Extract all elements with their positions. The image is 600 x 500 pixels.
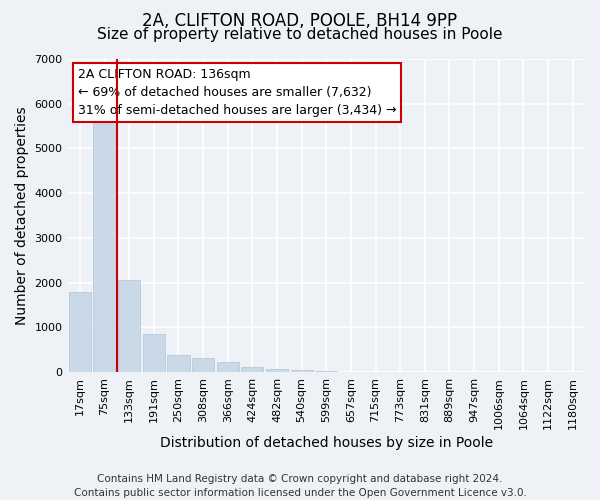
Bar <box>69 292 91 372</box>
Bar <box>167 355 190 372</box>
Bar <box>315 371 337 372</box>
Bar <box>118 280 140 372</box>
Bar <box>290 370 313 372</box>
Bar <box>192 358 214 372</box>
Bar <box>241 368 263 372</box>
Bar <box>266 368 288 372</box>
Text: Contains HM Land Registry data © Crown copyright and database right 2024.
Contai: Contains HM Land Registry data © Crown c… <box>74 474 526 498</box>
Bar <box>94 115 116 372</box>
Bar <box>217 362 239 372</box>
Y-axis label: Number of detached properties: Number of detached properties <box>15 106 29 325</box>
Bar <box>143 334 165 372</box>
Text: 2A, CLIFTON ROAD, POOLE, BH14 9PP: 2A, CLIFTON ROAD, POOLE, BH14 9PP <box>142 12 458 30</box>
Text: 2A CLIFTON ROAD: 136sqm
← 69% of detached houses are smaller (7,632)
31% of semi: 2A CLIFTON ROAD: 136sqm ← 69% of detache… <box>78 68 397 117</box>
X-axis label: Distribution of detached houses by size in Poole: Distribution of detached houses by size … <box>160 436 493 450</box>
Text: Size of property relative to detached houses in Poole: Size of property relative to detached ho… <box>97 28 503 42</box>
